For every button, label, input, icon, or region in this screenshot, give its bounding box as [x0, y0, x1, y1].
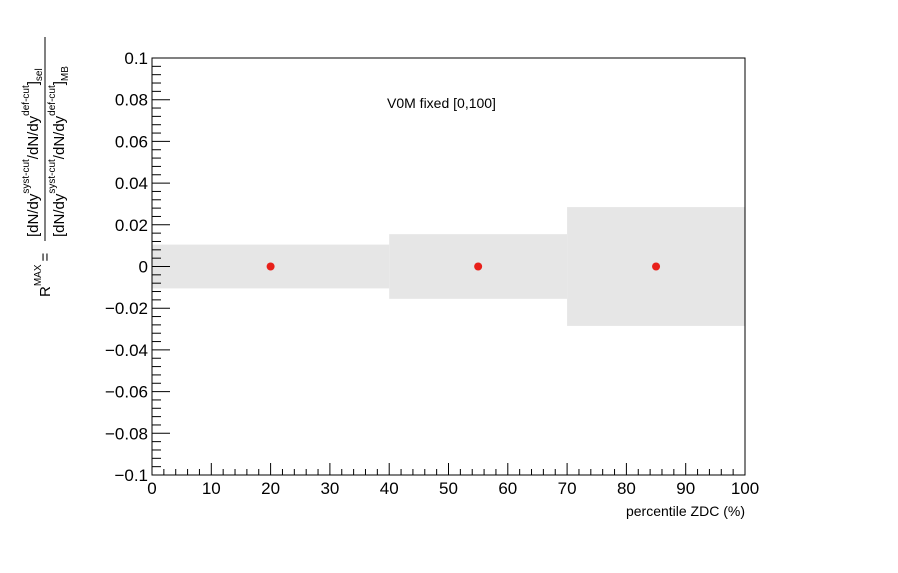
- y-title-den-sub: MB: [60, 66, 71, 81]
- y-title-num-close: ]: [25, 81, 42, 85]
- x-axis-title: percentile ZDC (%): [626, 503, 745, 519]
- x-tick-label: 50: [439, 479, 458, 498]
- y-title-num-open: [dN/dy: [25, 193, 42, 237]
- y-title-r: R: [37, 286, 54, 297]
- data-point-2: [652, 262, 661, 271]
- x-tick-label: 30: [320, 479, 339, 498]
- y-title-lhs: RMAX =: [33, 252, 54, 297]
- y-tick-label: −0.06: [105, 383, 148, 402]
- y-title-den-sup2: def-cut: [47, 85, 58, 116]
- y-tick-label: −0.02: [105, 299, 148, 318]
- y-title-numerator: [dN/dysyst-cut/dN/dydef-cut]sel: [21, 68, 45, 237]
- y-title-num-mid: /dN/dy: [25, 115, 42, 159]
- y-axis: −0.1 −0.08 −0.06 −0.04 −0.02 0 0.02 0.04 0.06 0.0…: [105, 49, 170, 485]
- y-tick-label: 0.1: [124, 49, 148, 68]
- x-tick-label: 90: [676, 479, 695, 498]
- x-tick-label: 80: [617, 479, 636, 498]
- y-tick-label: 0.06: [115, 132, 148, 151]
- x-axis: 0 10 20 30 40 50 60 70 80 90 100: [147, 463, 759, 498]
- x-tick-label: 70: [558, 479, 577, 498]
- y-title-den-mid: /dN/dy: [51, 115, 68, 159]
- y-tick-label: 0.08: [115, 91, 148, 110]
- y-title-r-sup: MAX: [33, 264, 44, 286]
- y-tick-label: −0.1: [114, 466, 148, 485]
- y-title-num-sub: sel: [34, 68, 45, 81]
- x-tick-label: 20: [261, 479, 280, 498]
- y-title-num-sup1: syst-cut: [21, 159, 32, 194]
- y-tick-label: 0: [139, 258, 148, 277]
- y-title-den-close: ]: [51, 81, 68, 85]
- y-axis-title: RMAX= [dN/dysyst-cut/dN/dydef-cut]sel [d…: [21, 37, 71, 297]
- x-tick-label: 0: [147, 479, 156, 498]
- y-tick-label: 0.02: [115, 216, 148, 235]
- x-tick-label: 60: [498, 479, 517, 498]
- data-point-1: [474, 262, 483, 271]
- data-point-0: [266, 262, 275, 271]
- y-title-equals: =: [37, 252, 54, 261]
- y-title-den-sup1: syst-cut: [47, 159, 58, 194]
- y-tick-label: −0.08: [105, 424, 148, 443]
- x-tick-label: 10: [202, 479, 221, 498]
- annotation-label: V0M fixed [0,100]: [387, 95, 496, 111]
- y-title-num-sup2: def-cut: [21, 85, 32, 116]
- x-tick-label: 40: [380, 479, 399, 498]
- y-title-denominator: [dN/dysyst-cut/dN/dydef-cut]MB: [47, 66, 71, 237]
- data-points: [266, 262, 661, 271]
- y-tick-label: 0.04: [115, 174, 148, 193]
- y-tick-label: −0.04: [105, 341, 148, 360]
- y-title-den-open: [dN/dy: [51, 193, 68, 237]
- x-tick-label: 100: [731, 479, 759, 498]
